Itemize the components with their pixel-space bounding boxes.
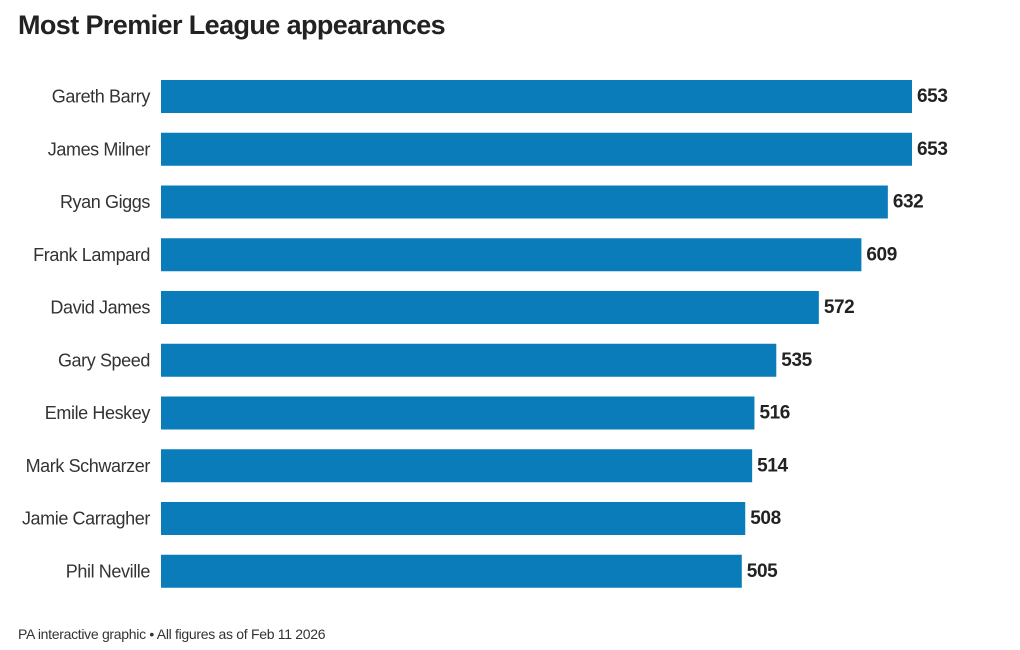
category-label: Frank Lampard	[33, 245, 150, 265]
chart-footer: PA interactive graphic • All figures as …	[18, 626, 326, 642]
category-label: Jamie Carragher	[22, 509, 150, 529]
bar	[161, 449, 753, 483]
category-label: James Milner	[48, 139, 151, 159]
value-label: 609	[866, 244, 897, 265]
category-label: Gareth Barry	[52, 87, 151, 107]
category-label: Emile Heskey	[45, 403, 151, 423]
value-label: 632	[893, 192, 924, 213]
category-label: Phil Neville	[66, 561, 151, 581]
bar	[161, 80, 912, 113]
value-label: 535	[781, 350, 812, 371]
bar	[161, 238, 862, 272]
bar	[161, 185, 888, 219]
value-label: 505	[747, 561, 778, 582]
bar	[161, 554, 742, 588]
category-label: Ryan Giggs	[60, 192, 150, 212]
bar	[161, 291, 819, 324]
bar	[161, 396, 755, 430]
value-label: 508	[750, 508, 781, 529]
bar	[161, 502, 746, 535]
value-label: 653	[917, 86, 948, 107]
bar	[161, 132, 912, 166]
category-label: Mark Schwarzer	[26, 456, 151, 476]
value-label: 572	[824, 297, 855, 318]
value-label: 653	[917, 139, 948, 160]
category-label: Gary Speed	[58, 350, 150, 370]
category-label: David James	[50, 298, 150, 318]
value-label: 514	[757, 455, 788, 476]
chart-title: Most Premier League appearances	[18, 10, 446, 40]
bar	[161, 343, 777, 377]
value-label: 516	[759, 403, 790, 424]
